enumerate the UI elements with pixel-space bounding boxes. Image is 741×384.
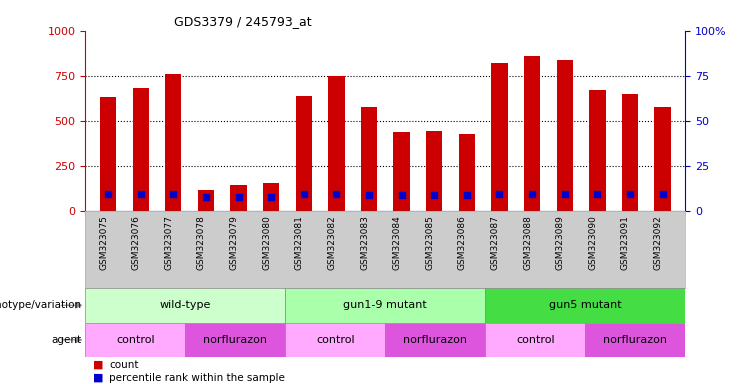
Text: GSM323080: GSM323080	[262, 215, 271, 270]
Text: GSM323077: GSM323077	[165, 215, 173, 270]
Text: GSM323085: GSM323085	[425, 215, 434, 270]
Text: norflurazon: norflurazon	[603, 335, 668, 345]
Text: norflurazon: norflurazon	[403, 335, 468, 345]
Bar	[165, 74, 182, 211]
Bar	[491, 63, 508, 211]
Text: gun1-9 mutant: gun1-9 mutant	[343, 300, 428, 310]
Bar	[230, 185, 247, 211]
Bar	[85, 323, 185, 357]
Text: GSM323079: GSM323079	[230, 215, 239, 270]
Text: control: control	[116, 335, 155, 345]
Text: GSM323083: GSM323083	[360, 215, 369, 270]
Bar	[285, 288, 485, 323]
Bar	[485, 323, 585, 357]
Text: GSM323089: GSM323089	[556, 215, 565, 270]
Bar	[296, 96, 312, 211]
Point	[135, 191, 147, 197]
Text: GSM323092: GSM323092	[654, 215, 662, 270]
Text: wild-type: wild-type	[159, 300, 211, 310]
Point	[526, 190, 538, 197]
Bar	[426, 131, 442, 211]
Text: control: control	[316, 335, 355, 345]
Bar	[328, 76, 345, 211]
Bar	[85, 288, 285, 323]
Point	[102, 191, 114, 197]
Point	[265, 194, 277, 200]
Text: GSM323088: GSM323088	[523, 215, 532, 270]
Text: GSM323082: GSM323082	[328, 215, 336, 270]
Bar	[361, 106, 377, 211]
Point	[461, 192, 473, 199]
Text: GSM323090: GSM323090	[588, 215, 597, 270]
Point	[559, 190, 571, 197]
Text: percentile rank within the sample: percentile rank within the sample	[109, 373, 285, 383]
Bar	[100, 98, 116, 211]
Bar	[198, 190, 214, 211]
Text: GSM323078: GSM323078	[197, 215, 206, 270]
Bar	[622, 94, 638, 211]
Text: count: count	[109, 360, 139, 370]
Text: GSM323076: GSM323076	[132, 215, 141, 270]
Bar	[393, 132, 410, 211]
Text: ■: ■	[93, 373, 103, 383]
Point	[396, 192, 408, 199]
Text: GSM323075: GSM323075	[99, 215, 108, 270]
Bar	[654, 106, 671, 211]
Bar	[524, 56, 540, 211]
Bar	[263, 183, 279, 211]
Point	[494, 190, 505, 197]
Text: gun5 mutant: gun5 mutant	[549, 300, 622, 310]
Bar	[485, 288, 685, 323]
Point	[624, 191, 636, 197]
Text: genotype/variation: genotype/variation	[0, 300, 82, 310]
Point	[233, 194, 245, 200]
Point	[591, 191, 603, 197]
Bar	[589, 90, 605, 211]
Point	[657, 191, 668, 197]
Text: agent: agent	[51, 335, 82, 345]
Bar	[556, 60, 573, 211]
Text: GDS3379 / 245793_at: GDS3379 / 245793_at	[174, 15, 312, 28]
Bar	[585, 323, 685, 357]
Bar	[185, 323, 285, 357]
Bar	[385, 323, 485, 357]
Text: norflurazon: norflurazon	[203, 335, 268, 345]
Point	[363, 192, 375, 198]
Bar	[459, 134, 475, 211]
Bar	[133, 88, 149, 211]
Bar	[285, 323, 385, 357]
Point	[298, 191, 310, 197]
Text: GSM323086: GSM323086	[458, 215, 467, 270]
Point	[167, 191, 179, 197]
Text: GSM323087: GSM323087	[491, 215, 499, 270]
Point	[200, 194, 212, 200]
Text: GSM323084: GSM323084	[393, 215, 402, 270]
Text: ■: ■	[93, 360, 103, 370]
Point	[428, 192, 440, 199]
Text: GSM323091: GSM323091	[621, 215, 630, 270]
Text: GSM323081: GSM323081	[295, 215, 304, 270]
Point	[330, 190, 342, 197]
Text: control: control	[516, 335, 555, 345]
